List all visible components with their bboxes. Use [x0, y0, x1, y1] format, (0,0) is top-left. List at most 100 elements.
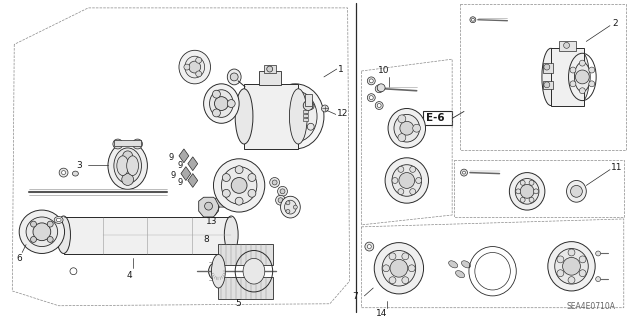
Circle shape	[369, 79, 373, 83]
Circle shape	[400, 121, 413, 135]
Circle shape	[415, 178, 422, 183]
Ellipse shape	[382, 250, 415, 286]
Circle shape	[222, 189, 230, 197]
Circle shape	[276, 123, 284, 130]
Bar	[543, 63, 553, 73]
Ellipse shape	[127, 156, 138, 175]
Circle shape	[230, 73, 238, 81]
Ellipse shape	[72, 171, 78, 176]
Ellipse shape	[204, 84, 239, 123]
Polygon shape	[188, 174, 198, 187]
Text: 2: 2	[612, 19, 618, 28]
Circle shape	[568, 249, 575, 256]
Circle shape	[402, 253, 409, 260]
Circle shape	[408, 265, 415, 272]
Circle shape	[410, 189, 415, 195]
Ellipse shape	[57, 216, 70, 254]
Text: 9: 9	[177, 178, 182, 187]
Circle shape	[392, 178, 398, 183]
Circle shape	[222, 174, 230, 182]
Circle shape	[589, 67, 595, 73]
Circle shape	[383, 265, 390, 272]
Circle shape	[564, 42, 570, 48]
Bar	[559, 41, 577, 51]
Ellipse shape	[456, 271, 465, 278]
Ellipse shape	[267, 84, 324, 149]
Circle shape	[227, 100, 235, 108]
Circle shape	[212, 90, 220, 98]
Circle shape	[399, 173, 415, 189]
Circle shape	[278, 198, 283, 203]
Circle shape	[369, 96, 373, 100]
Circle shape	[272, 180, 277, 185]
Bar	[422, 111, 452, 125]
Bar	[303, 110, 308, 114]
Ellipse shape	[385, 158, 429, 203]
Circle shape	[248, 174, 256, 182]
Circle shape	[47, 221, 53, 227]
Circle shape	[470, 17, 476, 23]
Circle shape	[214, 97, 228, 110]
Circle shape	[579, 88, 586, 94]
Circle shape	[472, 18, 474, 21]
Circle shape	[365, 242, 374, 251]
Ellipse shape	[542, 48, 559, 106]
Circle shape	[570, 81, 576, 87]
Ellipse shape	[548, 241, 595, 291]
Circle shape	[529, 197, 534, 202]
Circle shape	[557, 270, 564, 277]
Ellipse shape	[555, 249, 588, 284]
Circle shape	[375, 85, 383, 93]
Ellipse shape	[211, 255, 225, 288]
Circle shape	[579, 270, 586, 277]
Ellipse shape	[280, 196, 300, 218]
Circle shape	[596, 277, 600, 282]
Ellipse shape	[209, 262, 225, 280]
Circle shape	[520, 197, 525, 202]
Circle shape	[534, 189, 538, 194]
Ellipse shape	[515, 179, 539, 204]
Text: 8: 8	[204, 235, 209, 244]
Circle shape	[289, 109, 302, 123]
Bar	[218, 244, 273, 265]
Circle shape	[375, 101, 383, 109]
Text: SEA4E0710A: SEA4E0710A	[566, 302, 616, 311]
Bar	[551, 48, 584, 106]
Text: 7: 7	[352, 293, 358, 301]
Ellipse shape	[225, 216, 238, 254]
Circle shape	[61, 171, 65, 174]
Bar	[305, 94, 312, 106]
Bar	[543, 81, 553, 89]
Ellipse shape	[209, 90, 233, 117]
Bar	[264, 65, 276, 73]
Ellipse shape	[243, 258, 265, 284]
Circle shape	[196, 71, 202, 77]
Circle shape	[276, 195, 285, 205]
Ellipse shape	[214, 159, 265, 212]
Ellipse shape	[221, 167, 257, 204]
Circle shape	[389, 253, 396, 260]
Circle shape	[398, 189, 404, 195]
Text: 11: 11	[611, 163, 623, 172]
Circle shape	[579, 256, 586, 263]
Ellipse shape	[449, 261, 458, 268]
Circle shape	[461, 169, 467, 176]
Circle shape	[377, 87, 381, 91]
Circle shape	[390, 259, 408, 277]
Circle shape	[367, 245, 371, 249]
Circle shape	[196, 57, 202, 63]
Ellipse shape	[575, 53, 589, 100]
Text: 14: 14	[376, 309, 387, 318]
Ellipse shape	[285, 106, 305, 127]
Polygon shape	[188, 157, 198, 171]
Bar	[259, 71, 280, 85]
Text: 1: 1	[338, 64, 344, 74]
Circle shape	[579, 60, 586, 66]
Circle shape	[398, 134, 406, 142]
Circle shape	[235, 166, 243, 174]
Ellipse shape	[235, 89, 253, 144]
Circle shape	[303, 100, 313, 110]
Ellipse shape	[509, 173, 545, 210]
Circle shape	[132, 139, 143, 149]
Ellipse shape	[575, 62, 590, 92]
